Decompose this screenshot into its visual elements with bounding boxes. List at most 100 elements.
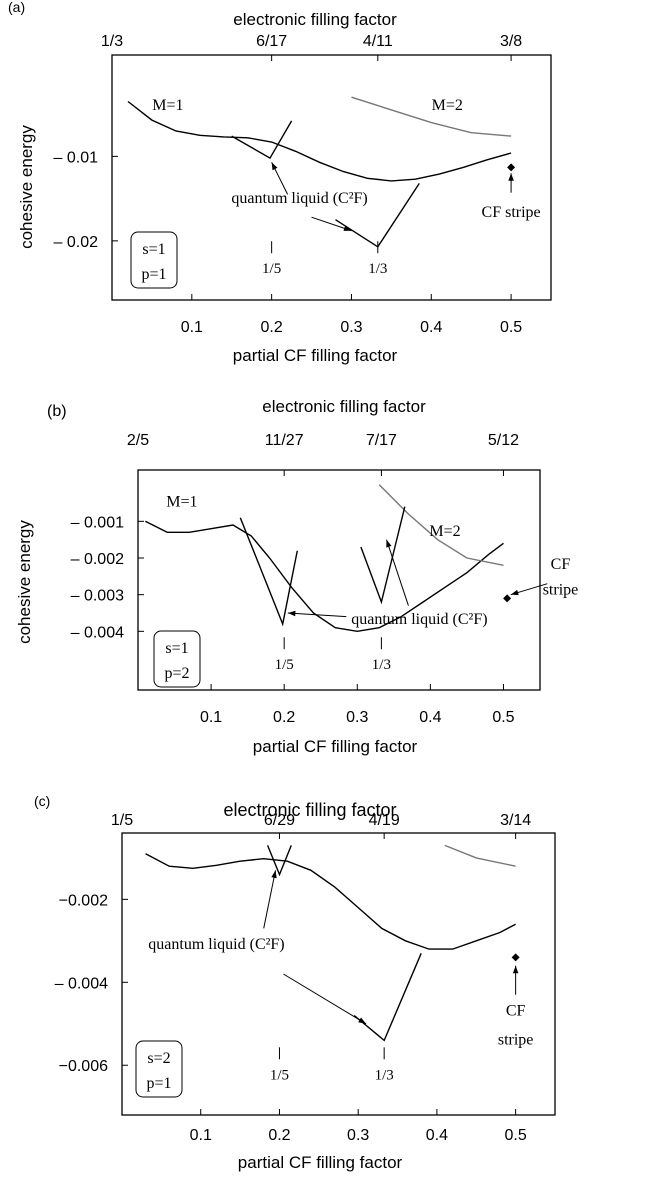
plot-frame	[137, 469, 541, 691]
panel-label: (a)	[8, 0, 25, 15]
filling-marker-label: 1/3	[372, 657, 391, 673]
x-tick-label: 0.2	[268, 1127, 290, 1144]
top-tick-label: 1/3	[101, 33, 123, 50]
y-tick-label: – 0.001	[71, 514, 124, 531]
panel-label: (b)	[47, 403, 67, 420]
y-tick-label: – 0.003	[71, 588, 124, 605]
panel-c: (c) electronic filling factor partial CF…	[34, 793, 556, 1172]
series-line	[351, 96, 512, 137]
parameter-box	[153, 630, 201, 688]
series-line	[266, 845, 292, 877]
x-tick-label: 0.3	[340, 319, 362, 336]
annotation-text: M=2	[429, 523, 460, 540]
arrow-head	[386, 539, 392, 548]
x-axis-title: partial CF filling factor	[233, 346, 398, 365]
x-tick-label: 0.4	[426, 1127, 448, 1144]
y-tick-label: −0.006	[59, 1058, 108, 1075]
x-tick-label: 0.5	[500, 319, 522, 336]
panel-a: (a) electronic filling factor partial CF…	[8, 0, 552, 365]
series-line	[145, 853, 516, 950]
annotation-text: quantum liquid (C²F)	[231, 190, 367, 207]
annotation-arrow	[386, 539, 409, 606]
series-line	[127, 100, 512, 182]
annotation-text: CF stripe	[482, 204, 541, 221]
top-tick-label: 3/8	[500, 33, 522, 50]
series-line	[231, 120, 293, 160]
top-tick-label: 4/19	[369, 812, 400, 829]
series-line	[360, 506, 406, 605]
top-axis-title: electronic filling factor	[262, 397, 426, 416]
annotation-text: quantum liquid (C²F)	[351, 611, 487, 628]
filling-marker-label: 1/3	[375, 1067, 394, 1083]
annotation-arrow	[287, 612, 347, 618]
annotation-text: stripe	[498, 1032, 534, 1049]
annotation-text: CF	[551, 556, 571, 573]
x-tick-label: 0.5	[505, 1127, 527, 1144]
annotation-text: M=1	[152, 97, 183, 114]
top-tick-label: 5/12	[488, 432, 519, 449]
x-tick-label: 0.1	[200, 709, 222, 726]
parameter-label: p=1	[146, 1075, 171, 1092]
top-tick-label: 1/5	[111, 812, 133, 829]
filling-marker-label: 1/5	[262, 261, 281, 277]
parameter-box	[135, 1040, 183, 1098]
annotation-text: M=1	[166, 494, 197, 511]
arrow-head	[343, 225, 352, 231]
y-tick-label: – 0.002	[71, 551, 124, 568]
series-line	[444, 844, 516, 867]
series-line	[239, 517, 298, 627]
annotation-arrow	[283, 973, 367, 1025]
annotation-text: stripe	[543, 582, 579, 599]
top-axis-title: electronic filling factor	[223, 800, 396, 820]
cf-stripe-point	[503, 594, 512, 603]
top-tick-label: 4/11	[363, 33, 393, 50]
series-line	[378, 484, 504, 566]
plot-frame	[111, 54, 552, 301]
y-tick-label: – 0.01	[54, 149, 99, 166]
top-tick-label: 3/14	[500, 812, 531, 829]
x-tick-label: 0.3	[347, 1127, 369, 1144]
parameter-label: s=1	[142, 241, 165, 258]
cf-stripe-point	[507, 163, 516, 172]
top-tick-label: 6/17	[256, 33, 287, 50]
annotation-text: M=2	[432, 97, 463, 114]
arrow-head	[287, 610, 296, 617]
x-tick-label: 0.1	[181, 319, 203, 336]
top-tick-label: 2/5	[127, 432, 149, 449]
x-tick-label: 0.5	[492, 709, 514, 726]
x-axis-title: partial CF filling factor	[238, 1153, 403, 1172]
top-tick-label: 6/29	[264, 812, 295, 829]
parameter-box	[130, 231, 178, 289]
arrow-head	[271, 162, 278, 171]
filling-marker-label: 1/5	[275, 657, 294, 673]
top-axis-title: electronic filling factor	[233, 10, 397, 29]
x-tick-label: 0.3	[346, 709, 368, 726]
arrow-head	[358, 1017, 367, 1024]
arrow-head	[512, 965, 519, 974]
arrow-head	[508, 173, 514, 181]
x-tick-label: 0.1	[190, 1127, 212, 1144]
annotation-text: CF	[506, 1002, 526, 1019]
top-tick-label: 7/17	[366, 432, 397, 449]
y-tick-label: −0.002	[59, 892, 108, 909]
arrow-head	[510, 589, 519, 596]
filling-marker-label: 1/3	[368, 261, 387, 277]
y-tick-label: – 0.02	[54, 234, 99, 251]
parameter-label: s=2	[147, 1050, 170, 1067]
panel-b: (b) electronic filling factor partial CF…	[15, 397, 578, 756]
arrow-head	[271, 870, 277, 879]
x-tick-label: 0.2	[273, 709, 295, 726]
top-tick-label: 11/27	[265, 432, 304, 449]
annotation-text: quantum liquid (C²F)	[148, 936, 284, 953]
parameter-label: p=2	[164, 665, 189, 682]
y-axis-title: cohesive energy	[17, 125, 36, 249]
cf-stripe-point	[511, 953, 520, 962]
y-axis-title: cohesive energy	[15, 520, 34, 644]
y-tick-label: – 0.004	[55, 975, 108, 992]
filling-marker-label: 1/5	[270, 1067, 289, 1083]
series-line	[353, 953, 422, 1042]
y-tick-label: – 0.004	[71, 624, 124, 641]
x-tick-label: 0.2	[261, 319, 283, 336]
series-line	[144, 520, 504, 633]
